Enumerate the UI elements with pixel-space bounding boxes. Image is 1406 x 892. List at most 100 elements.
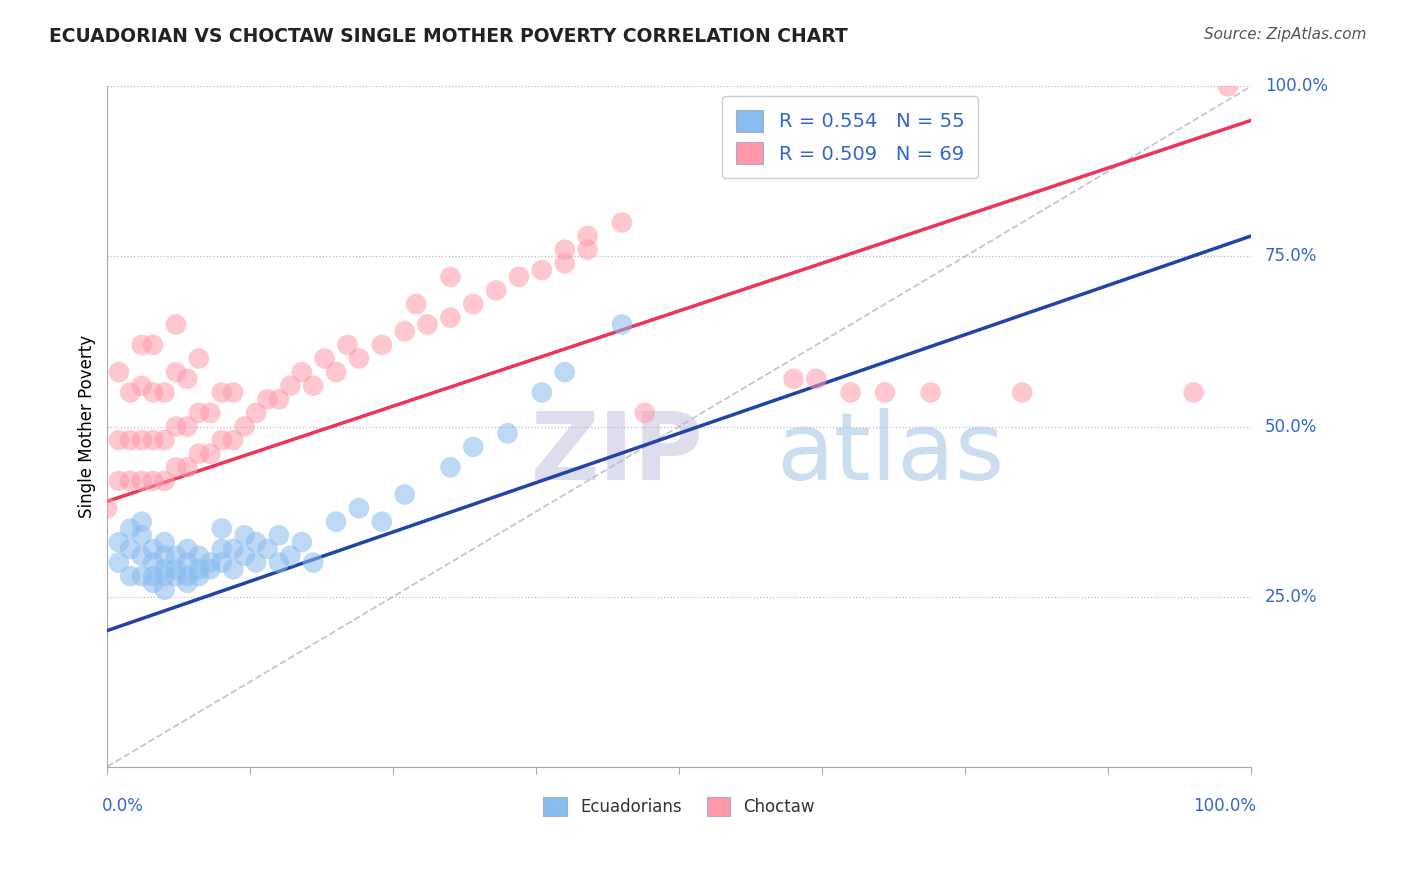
Point [1182,385,1205,400]
Text: 0.0%: 0.0% [101,797,143,815]
Point [108,365,131,379]
Point [142,541,165,556]
Point [233,528,256,542]
Point [153,433,176,447]
Point [176,372,198,386]
Point [131,433,153,447]
Point [165,460,187,475]
Point [96,501,118,516]
Point [187,406,209,420]
Point [165,365,187,379]
Point [142,433,165,447]
Point [416,318,439,332]
Point [405,297,427,311]
Point [120,385,142,400]
Point [153,582,176,597]
Point [153,549,176,563]
Point [278,378,301,392]
Text: 75.0%: 75.0% [1265,247,1317,266]
Point [302,556,325,570]
Point [120,433,142,447]
Point [153,569,176,583]
Point [187,549,209,563]
Point [347,501,370,516]
Point [131,549,153,563]
Point [267,392,290,407]
Point [634,406,657,420]
Point [463,440,485,454]
Point [131,569,153,583]
Point [1216,79,1239,94]
Point [245,535,267,549]
Point [211,541,233,556]
Point [131,515,153,529]
Point [371,338,394,352]
Point [554,365,576,379]
Point [496,426,519,441]
Point [267,556,290,570]
Point [120,522,142,536]
Point [142,385,165,400]
Point [233,419,256,434]
Point [142,338,165,352]
Point [211,385,233,400]
Y-axis label: Single Mother Poverty: Single Mother Poverty [79,334,96,518]
Point [176,460,198,475]
Point [610,318,633,332]
Point [211,556,233,570]
Point [142,576,165,591]
Point [176,569,198,583]
Text: ECUADORIAN VS CHOCTAW SINGLE MOTHER POVERTY CORRELATION CHART: ECUADORIAN VS CHOCTAW SINGLE MOTHER POVE… [49,27,848,45]
Point [347,351,370,366]
Point [165,569,187,583]
Point [153,535,176,549]
Text: Source: ZipAtlas.com: Source: ZipAtlas.com [1204,27,1367,42]
Point [131,378,153,392]
Point [782,372,804,386]
Point [200,562,222,576]
Point [108,433,131,447]
Point [200,447,222,461]
Text: atlas: atlas [776,408,1004,500]
Point [291,365,314,379]
Point [165,318,187,332]
Point [131,338,153,352]
Point [530,263,553,277]
Point [200,556,222,570]
Point [394,324,416,338]
Point [233,549,256,563]
Point [439,269,461,284]
Point [576,229,599,244]
Point [176,576,198,591]
Point [530,385,553,400]
Point [153,385,176,400]
Point [439,310,461,325]
Point [325,365,347,379]
Point [314,351,336,366]
Point [256,392,278,407]
Point [142,569,165,583]
Text: 100.0%: 100.0% [1265,78,1327,95]
Point [165,562,187,576]
Point [245,406,267,420]
Text: 50.0%: 50.0% [1265,417,1317,435]
Point [920,385,942,400]
Point [176,419,198,434]
Point [142,556,165,570]
Point [187,569,209,583]
Point [120,569,142,583]
Point [176,541,198,556]
Point [176,556,198,570]
Point [610,215,633,229]
Text: 100.0%: 100.0% [1194,797,1257,815]
Point [108,535,131,549]
Point [508,269,530,284]
Point [165,549,187,563]
Point [222,433,245,447]
Point [187,351,209,366]
Point [108,474,131,488]
Point [245,556,267,570]
Point [394,487,416,501]
Point [576,243,599,257]
Point [222,562,245,576]
